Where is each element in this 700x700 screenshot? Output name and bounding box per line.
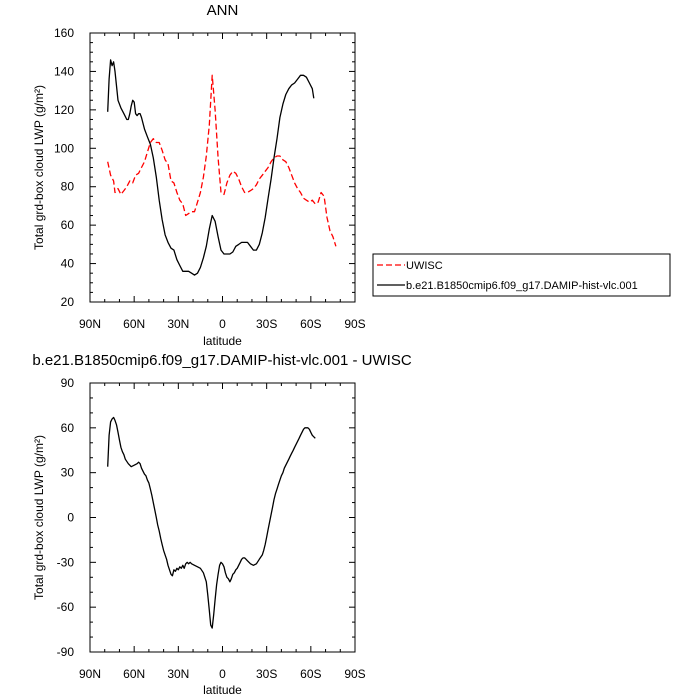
y-tick-label: -30: [57, 555, 75, 569]
y-axis-label: Total grd-box cloud LWP (g/m²): [32, 435, 46, 600]
x-tick-label: 60N: [123, 667, 145, 681]
chart-panel-2: b.e21.B1850cmip6.f09_g17.DAMIP-hist-vlc.…: [32, 352, 412, 697]
series-line-1: [107, 74, 337, 247]
x-tick-label: 60S: [300, 317, 321, 331]
series-line-1: [107, 416, 316, 629]
y-tick-label: 90: [61, 376, 75, 390]
y-tick-label: 0: [67, 511, 74, 525]
legend: UWISC b.e21.B1850cmip6.f09_g17.DAMIP-hist…: [372, 253, 671, 297]
y-axis-label: Total grd-box cloud LWP (g/m²): [32, 85, 46, 250]
y-tick-label: 100: [54, 141, 74, 155]
chart-title: b.e21.B1850cmip6.f09_g17.DAMIP-hist-vlc.…: [32, 352, 412, 369]
x-tick-label: 60N: [123, 317, 145, 331]
legend-box: [372, 253, 671, 297]
y-tick-label: 20: [61, 295, 75, 309]
legend-label: UWISC: [406, 260, 443, 272]
plot-frame: [89, 382, 356, 653]
chart-title: ANN: [207, 2, 239, 19]
x-tick-label: 30S: [256, 317, 277, 331]
y-tick-label: -60: [57, 600, 75, 614]
legend-label: b.e21.B1850cmip6.f09_g17.DAMIP-hist-vlc.…: [406, 280, 638, 292]
x-axis-label: latitude: [203, 683, 242, 697]
y-tick-label: 80: [61, 180, 75, 194]
y-tick-label: 60: [61, 421, 75, 435]
y-tick-label: 160: [54, 26, 74, 40]
x-tick-label: 60S: [300, 667, 321, 681]
x-tick-label: 0: [219, 667, 226, 681]
x-tick-label: 30S: [256, 667, 277, 681]
chart-panel-1: ANN 90N 60N 30N 0 30S 60S 90S 20 40 60 80 100 120 140 1…: [32, 2, 671, 348]
x-tick-label: 30N: [167, 317, 189, 331]
x-tick-label: 30N: [167, 667, 189, 681]
x-tick-label: 90S: [344, 667, 365, 681]
x-tick-label: 0: [219, 317, 226, 331]
y-tick-label: 120: [54, 103, 74, 117]
y-tick-label: 140: [54, 64, 74, 78]
x-tick-label: 90N: [79, 667, 101, 681]
y-tick-label: 60: [61, 218, 75, 232]
series-line-2: [107, 59, 315, 276]
x-axis-label: latitude: [203, 334, 242, 348]
plot-frame: [89, 32, 356, 303]
y-tick-label: -90: [57, 645, 75, 659]
x-tick-label: 90S: [344, 317, 365, 331]
x-tick-label: 90N: [79, 317, 101, 331]
y-tick-label: 30: [61, 466, 75, 480]
y-tick-label: 40: [61, 257, 75, 271]
